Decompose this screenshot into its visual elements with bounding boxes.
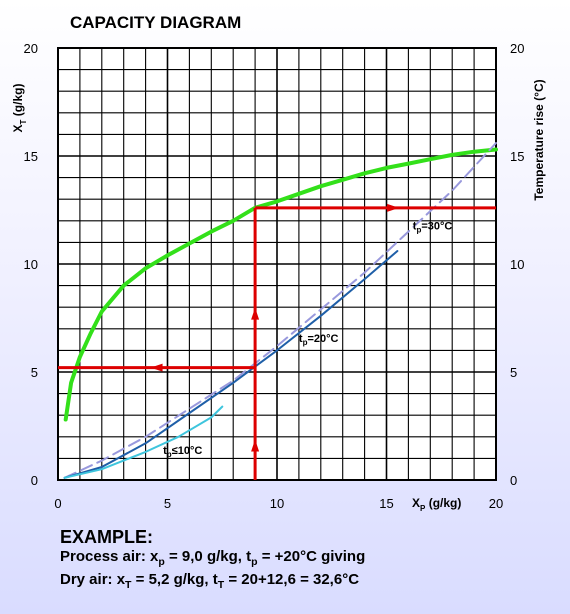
example-line-2-sub2: T [217, 579, 225, 591]
curve-annotation: tp=30°C [413, 220, 453, 234]
example-line-1-rest: = 9,0 g/kg, t [164, 548, 252, 565]
y-right-tick-label: 5 [510, 365, 517, 380]
y-right-tick-label: 15 [510, 149, 524, 164]
x-tick-label: 0 [54, 496, 61, 511]
curve-annotation: tp≤10°C [163, 445, 202, 459]
chart-title: CAPACITY DIAGRAM [70, 13, 241, 32]
arrow-left-icon [150, 363, 163, 372]
example-line-1: Process air: xp = 9,0 g/kg, tp = +20°C g… [60, 548, 560, 571]
x-tick-label: 15 [379, 496, 393, 511]
example-line-1-sub: p [158, 556, 165, 568]
example-line-1-text: Process air: x [60, 548, 159, 565]
plot-border [57, 47, 497, 481]
example-line-2-sub: T [125, 579, 132, 591]
arrow-up-icon [251, 439, 260, 452]
arrow-up-icon [251, 307, 260, 320]
example-line-2: Dry air: xT = 5,2 g/kg, tT = 20+12,6 = 3… [60, 571, 560, 594]
y-left-tick-label: 20 [24, 41, 38, 56]
y-left-tick-label: 15 [24, 149, 38, 164]
y-right-tick-label: 20 [510, 41, 524, 56]
example-line-1-end: = +20°C giving [257, 548, 366, 565]
x-axis-label: XP (g/kg) [412, 496, 461, 513]
example-line-1-sub2: p [251, 556, 258, 568]
y-right-tick-label: 0 [510, 473, 517, 488]
example-line-2-text: Dry air: x [60, 571, 126, 588]
y-right-axis-label: Temperature rise (°C) [532, 79, 546, 200]
arrow-right-icon [387, 203, 400, 212]
y-left-tick-label: 5 [31, 365, 38, 380]
y-left-tick-label: 0 [31, 473, 38, 488]
example-title: EXAMPLE: [60, 527, 154, 547]
x-tick-label: 10 [270, 496, 284, 511]
series-line-4 [63, 405, 224, 479]
example-line-2-rest: = 5,2 g/kg, t [131, 571, 218, 588]
x-tick-label: 20 [489, 496, 503, 511]
x-tick-label: 5 [164, 496, 171, 511]
curve-annotation: tp=20°C [299, 333, 339, 347]
y-left-tick-label: 10 [24, 257, 38, 272]
example-block: EXAMPLE: Process air: xp = 9,0 g/kg, tp … [60, 526, 560, 594]
series-line-3 [63, 250, 399, 479]
series-line-2 [63, 142, 497, 479]
y-right-tick-label: 10 [510, 257, 524, 272]
y-left-axis-label: XT (g/kg) [11, 84, 28, 133]
example-line-2-end: = 20+12,6 = 32,6°C [224, 571, 360, 588]
